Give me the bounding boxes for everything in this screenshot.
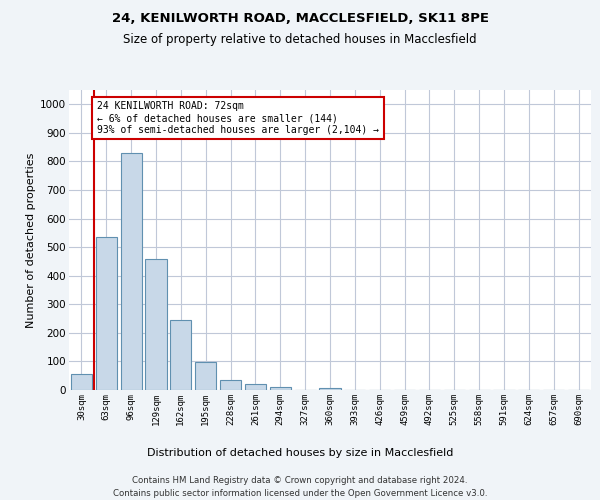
Bar xyxy=(245,384,266,390)
Bar xyxy=(121,153,142,390)
Bar xyxy=(96,237,117,390)
Text: Contains public sector information licensed under the Open Government Licence v3: Contains public sector information licen… xyxy=(113,489,487,498)
Bar xyxy=(195,362,216,390)
Bar xyxy=(319,388,341,390)
Bar xyxy=(170,320,191,390)
Text: Distribution of detached houses by size in Macclesfield: Distribution of detached houses by size … xyxy=(147,448,453,458)
Bar xyxy=(71,374,92,390)
Text: 24, KENILWORTH ROAD, MACCLESFIELD, SK11 8PE: 24, KENILWORTH ROAD, MACCLESFIELD, SK11 … xyxy=(112,12,488,26)
Bar xyxy=(145,258,167,390)
Y-axis label: Number of detached properties: Number of detached properties xyxy=(26,152,36,328)
Bar xyxy=(270,386,291,390)
Bar xyxy=(220,380,241,390)
Text: Contains HM Land Registry data © Crown copyright and database right 2024.: Contains HM Land Registry data © Crown c… xyxy=(132,476,468,485)
Text: Size of property relative to detached houses in Macclesfield: Size of property relative to detached ho… xyxy=(123,32,477,46)
Text: 24 KENILWORTH ROAD: 72sqm
← 6% of detached houses are smaller (144)
93% of semi-: 24 KENILWORTH ROAD: 72sqm ← 6% of detach… xyxy=(97,102,379,134)
